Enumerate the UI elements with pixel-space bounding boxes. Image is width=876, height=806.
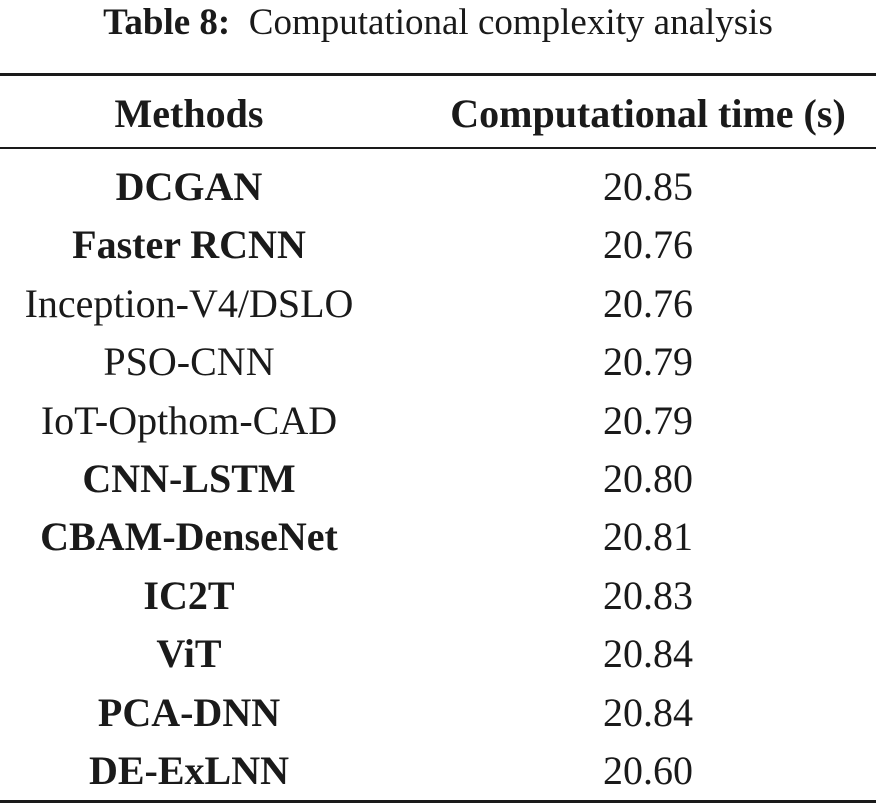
- method-cell: IC2T: [143, 572, 235, 618]
- time-cell: 20.80: [603, 455, 693, 501]
- table-row: DCGAN 20.85: [0, 158, 876, 216]
- table-top-rule: [0, 73, 876, 76]
- table-row: PSO-CNN 20.79: [0, 333, 876, 391]
- method-cell: IoT-Opthom-CAD: [40, 397, 338, 443]
- table-row: IoT-Opthom-CAD 20.79: [0, 392, 876, 450]
- method-cell: CNN-LSTM: [82, 455, 296, 501]
- header-methods: Methods: [114, 91, 264, 136]
- time-cell: 20.84: [603, 689, 693, 735]
- method-cell: ViT: [156, 631, 222, 677]
- time-cell: 20.60: [603, 747, 693, 793]
- table-row: CNN-LSTM 20.80: [0, 450, 876, 508]
- table-row: Faster RCNN 20.76: [0, 216, 876, 274]
- time-cell: 20.83: [603, 572, 693, 618]
- time-cell: 20.79: [603, 397, 693, 443]
- table-bottom-rule: [0, 800, 876, 803]
- time-cell: 20.85: [603, 164, 693, 209]
- table-header-rule: [0, 147, 876, 149]
- table-header-row: Methods Computational time (s): [0, 89, 876, 139]
- time-cell: 20.79: [603, 339, 693, 385]
- method-cell: PSO-CNN: [103, 339, 275, 385]
- table-row: IC2T 20.83: [0, 567, 876, 625]
- table-caption-label: Table 8:: [103, 2, 231, 43]
- method-cell: Faster RCNN: [72, 222, 306, 268]
- table-body: DCGAN 20.85 Faster RCNN 20.76 Inception-V4/D…: [0, 158, 876, 800]
- header-computational-time: Computational time (s): [450, 91, 846, 136]
- time-cell: 20.76: [603, 222, 693, 268]
- table-row: Inception-V4/DSLO 20.76: [0, 275, 876, 333]
- method-cell: DE-ExLNN: [88, 747, 290, 793]
- table-row: CBAM-DenseNet 20.81: [0, 508, 876, 566]
- method-cell: CBAM-DenseNet: [40, 514, 338, 560]
- time-cell: 20.84: [603, 631, 693, 677]
- table-caption: Table 8: Computational complexity analys…: [0, 0, 876, 46]
- time-cell: 20.76: [603, 280, 693, 326]
- table-row: DE-ExLNN 20.60: [0, 742, 876, 800]
- table-row: PCA-DNN 20.84: [0, 684, 876, 742]
- time-cell: 20.81: [603, 514, 693, 560]
- method-cell: PCA-DNN: [97, 689, 281, 735]
- method-cell: DCGAN: [115, 164, 263, 209]
- table-caption-title: Computational complexity analysis: [248, 2, 773, 43]
- method-cell: Inception-V4/DSLO: [24, 280, 354, 326]
- table-row: ViT 20.84: [0, 625, 876, 683]
